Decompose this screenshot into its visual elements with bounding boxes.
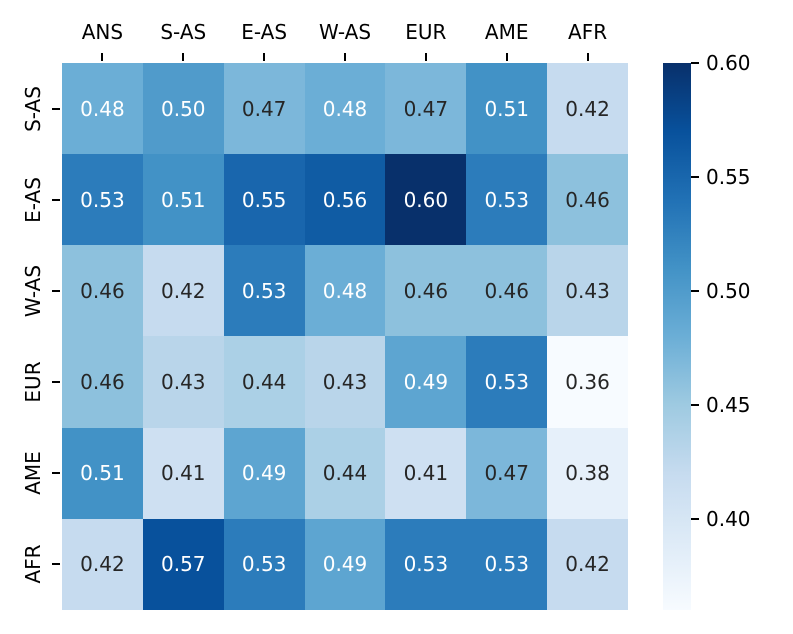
- y-axis-tick-mark: [52, 472, 60, 475]
- heatmap-cell: 0.50: [142, 63, 224, 155]
- colorbar-tick-mark: [691, 289, 699, 292]
- y-axis-tick-mark: [52, 107, 60, 110]
- heatmap-cell: 0.42: [547, 518, 628, 610]
- y-axis-label: EUR: [21, 361, 45, 403]
- heatmap-cell: 0.55: [223, 154, 305, 246]
- y-axis-label: AFR: [21, 544, 45, 584]
- colorbar-tick-label: 0.40: [706, 506, 751, 531]
- colorbar-tick-label: 0.45: [706, 392, 751, 417]
- colorbar-tick-mark: [691, 62, 699, 64]
- heatmap-cell: 0.47: [223, 63, 305, 155]
- x-axis-label: S-AS: [160, 20, 207, 44]
- y-axis-label: E-AS: [21, 176, 45, 223]
- heatmap-grid: 0.48 0.50 0.47 0.48 0.47 0.51 0.42 0.53 0.51 0.55…: [62, 63, 628, 610]
- heatmap-cell: 0.53: [223, 518, 305, 610]
- colorbar-gradient: [663, 63, 691, 610]
- y-axis-label: S-AS: [21, 85, 45, 132]
- colorbar-tick-mark: [691, 517, 699, 520]
- heatmap-cell: 0.57: [142, 518, 224, 610]
- x-axis-label: W-AS: [318, 20, 372, 44]
- x-axis-tick-mark: [505, 53, 508, 61]
- heatmap-cell: 0.53: [466, 154, 548, 246]
- heatmap-cell: 0.46: [547, 154, 628, 246]
- x-axis-label: EUR: [405, 20, 447, 44]
- heatmap-cell: 0.43: [547, 245, 628, 337]
- heatmap-cell: 0.44: [223, 336, 305, 428]
- heatmap-cell: 0.49: [223, 427, 305, 519]
- heatmap-cell: 0.46: [62, 336, 143, 428]
- x-axis-label: AFR: [568, 20, 608, 44]
- x-axis-label: E-AS: [241, 20, 288, 44]
- y-axis-label: AME: [21, 451, 45, 496]
- y-axis-tick-mark: [52, 563, 60, 566]
- heatmap-cell: 0.46: [62, 245, 143, 337]
- y-axis-tick-mark: [52, 198, 60, 201]
- colorbar-tick-mark: [691, 175, 699, 178]
- heatmap-cell: 0.51: [142, 154, 224, 246]
- heatmap-cell: 0.48: [304, 245, 386, 337]
- heatmap-cell: 0.47: [385, 63, 467, 155]
- heatmap-cell: 0.49: [385, 336, 467, 428]
- heatmap-cell: 0.53: [466, 518, 548, 610]
- heatmap-cell: 0.49: [304, 518, 386, 610]
- heatmap-cell: 0.46: [385, 245, 467, 337]
- y-axis-tick-mark: [52, 381, 60, 384]
- x-axis-tick-mark: [586, 53, 589, 61]
- x-axis-tick-mark: [182, 53, 185, 61]
- x-axis-tick-mark: [344, 53, 346, 61]
- x-axis-tick-mark: [101, 53, 104, 61]
- x-axis-label: ANS: [81, 20, 124, 44]
- heatmap-cell: 0.42: [142, 245, 224, 337]
- heatmap-cell: 0.51: [466, 63, 548, 155]
- heatmap-cell: 0.46: [466, 245, 548, 337]
- colorbar-tick-label: 0.60: [706, 51, 751, 75]
- heatmap-cell: 0.41: [385, 427, 467, 519]
- heatmap-cell: 0.42: [547, 63, 628, 155]
- heatmap-cell: 0.43: [304, 336, 386, 428]
- heatmap-cell: 0.44: [304, 427, 386, 519]
- heatmap-cell: 0.47: [466, 427, 548, 519]
- y-axis-label: W-AS: [21, 264, 45, 317]
- x-axis-tick-mark: [424, 53, 427, 61]
- heatmap-cell: 0.51: [62, 427, 143, 519]
- y-axis-tick-mark: [52, 289, 60, 292]
- heatmap-cell: 0.42: [62, 518, 143, 610]
- colorbar-tick-label: 0.55: [706, 164, 751, 189]
- heatmap-cell: 0.53: [223, 245, 305, 337]
- heatmap-cell: 0.56: [304, 154, 386, 246]
- heatmap-cell: 0.48: [62, 63, 143, 155]
- heatmap-cell: 0.48: [304, 63, 386, 155]
- heatmap-cell: 0.60: [385, 154, 467, 246]
- heatmap-cell: 0.43: [142, 336, 224, 428]
- heatmap-cell: 0.53: [62, 154, 143, 246]
- heatmap-cell: 0.41: [142, 427, 224, 519]
- heatmap-cell: 0.53: [385, 518, 467, 610]
- x-axis-label: AME: [484, 20, 529, 44]
- colorbar-tick-label: 0.50: [706, 278, 751, 303]
- heatmap-cell: 0.38: [547, 427, 628, 519]
- x-axis-tick-mark: [263, 53, 266, 61]
- heatmap-cell: 0.53: [466, 336, 548, 428]
- heatmap-cell: 0.36: [547, 336, 628, 428]
- colorbar-tick-mark: [691, 403, 699, 406]
